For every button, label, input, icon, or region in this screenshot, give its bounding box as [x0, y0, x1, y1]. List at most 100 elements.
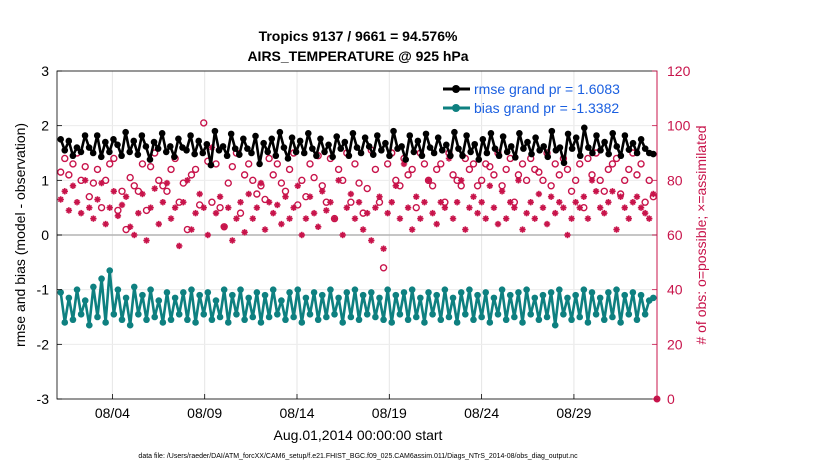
bias-point [155, 297, 163, 304]
asterisk-stroke [143, 237, 150, 244]
asterisk-stroke [568, 215, 575, 222]
asterisk-stroke [70, 182, 76, 189]
asterisk-stroke [282, 193, 289, 200]
bias-point [474, 291, 481, 299]
bias-point [400, 289, 408, 296]
asterisk-stroke [413, 193, 420, 200]
rmse-point [617, 152, 625, 160]
obs-possible-marker [490, 171, 498, 179]
rmse-point [106, 148, 113, 156]
obs-assimilated-marker [531, 215, 538, 222]
obs-assimilated-marker [184, 177, 191, 184]
asterisk-stroke [589, 177, 595, 184]
obs-assimilated-marker [245, 190, 252, 198]
rmse-point [276, 128, 284, 136]
obs-assimilated-marker [192, 209, 199, 217]
obs-assimilated-marker [413, 193, 420, 200]
rmse-point [317, 135, 324, 143]
rmse-point [507, 143, 515, 150]
rmse-point [483, 149, 491, 157]
obs-assimilated-marker [98, 179, 105, 187]
rmse-point [378, 146, 385, 154]
bias-point [290, 313, 297, 321]
y-left-tick-label: -2 [37, 336, 50, 352]
bias-point [216, 313, 224, 321]
rmse-point [475, 156, 483, 163]
obs-assimilated-marker [449, 215, 457, 222]
bias-point [629, 289, 637, 296]
y-left-tick-label: 3 [41, 63, 49, 79]
rmse-point [183, 146, 190, 154]
rmse-point [357, 149, 365, 157]
obs-assimilated-marker [253, 204, 261, 211]
obs-assimilated-marker [637, 204, 645, 211]
obs-possible-marker [596, 176, 604, 185]
chart-subtitle: AIRS_TEMPERATURE @ 925 hPa [247, 48, 468, 64]
rmse-point [365, 143, 373, 150]
obs-assimilated-marker [229, 237, 236, 244]
rmse-point [369, 151, 377, 158]
bias-point [506, 291, 514, 299]
obs-possible-marker [269, 171, 277, 179]
rmse-point [560, 159, 568, 167]
rmse-point [556, 144, 564, 151]
obs-assimilated-marker [466, 204, 473, 211]
legend-rmse-marker [452, 85, 460, 93]
bias-point [61, 319, 69, 326]
bias-point [486, 319, 494, 326]
rmse-point [102, 138, 109, 146]
y-right-tick-label: 100 [667, 118, 691, 134]
x-tick-label: 08/14 [279, 405, 314, 421]
obs-assimilated-marker [159, 199, 167, 206]
asterisk-stroke [106, 204, 113, 211]
bias-point [412, 313, 420, 321]
obs-possible-marker [101, 176, 110, 185]
obs-possible-marker [576, 160, 584, 168]
asterisk-stroke [348, 191, 354, 197]
bias-point [278, 297, 285, 304]
asterisk-stroke [597, 204, 603, 211]
obs-assimilated-marker [94, 196, 101, 203]
asterisk-stroke [249, 215, 256, 222]
bias-point [57, 289, 64, 296]
rmse-point [171, 153, 178, 161]
asterisk-stroke [442, 204, 448, 211]
rmse-point [512, 154, 519, 161]
asterisk-stroke [642, 210, 648, 216]
obs-assimilated-marker [176, 242, 183, 250]
bias-point [633, 316, 641, 324]
asterisk-stroke [237, 199, 244, 206]
obs-assimilated-marker [286, 215, 293, 222]
rmse-point [203, 140, 211, 148]
bias-point [368, 289, 375, 296]
rmse-point [418, 152, 426, 160]
bias-point [551, 321, 559, 329]
rmse-point [451, 128, 458, 136]
rmse-point [544, 153, 552, 161]
bias-point [327, 286, 334, 293]
rmse-point [455, 145, 462, 152]
obs-assimilated-marker [408, 226, 416, 233]
obs-possible-marker [163, 187, 171, 195]
asterisk-stroke [605, 199, 612, 206]
obs-assimilated-marker [143, 237, 150, 244]
rmse-point [134, 151, 142, 158]
rmse-point [487, 130, 495, 137]
asterisk-stroke [482, 215, 489, 222]
obs-assimilated-marker [106, 204, 113, 211]
asterisk-stroke [127, 223, 133, 230]
bias-point [543, 313, 551, 321]
obs-possible-marker [89, 179, 98, 187]
asterisk-stroke [540, 204, 546, 211]
obs-assimilated-marker [310, 209, 318, 217]
asterisk-stroke [323, 207, 330, 214]
bias-point [163, 289, 171, 296]
obs-assimilated-marker [200, 204, 207, 211]
rmse-point [300, 149, 308, 157]
obs-assimilated-marker [539, 204, 547, 211]
rmse-point [264, 148, 272, 156]
bias-point [331, 310, 338, 318]
asterisk-stroke [536, 191, 542, 197]
asterisk-stroke [409, 226, 415, 233]
